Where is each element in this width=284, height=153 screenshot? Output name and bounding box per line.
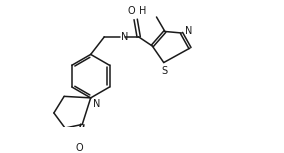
Text: O: O [128, 6, 135, 16]
Text: N: N [121, 32, 129, 42]
Text: N: N [93, 99, 100, 109]
Text: N: N [185, 26, 192, 36]
Text: O: O [76, 143, 83, 153]
Text: H: H [139, 6, 146, 16]
Text: S: S [161, 66, 167, 76]
